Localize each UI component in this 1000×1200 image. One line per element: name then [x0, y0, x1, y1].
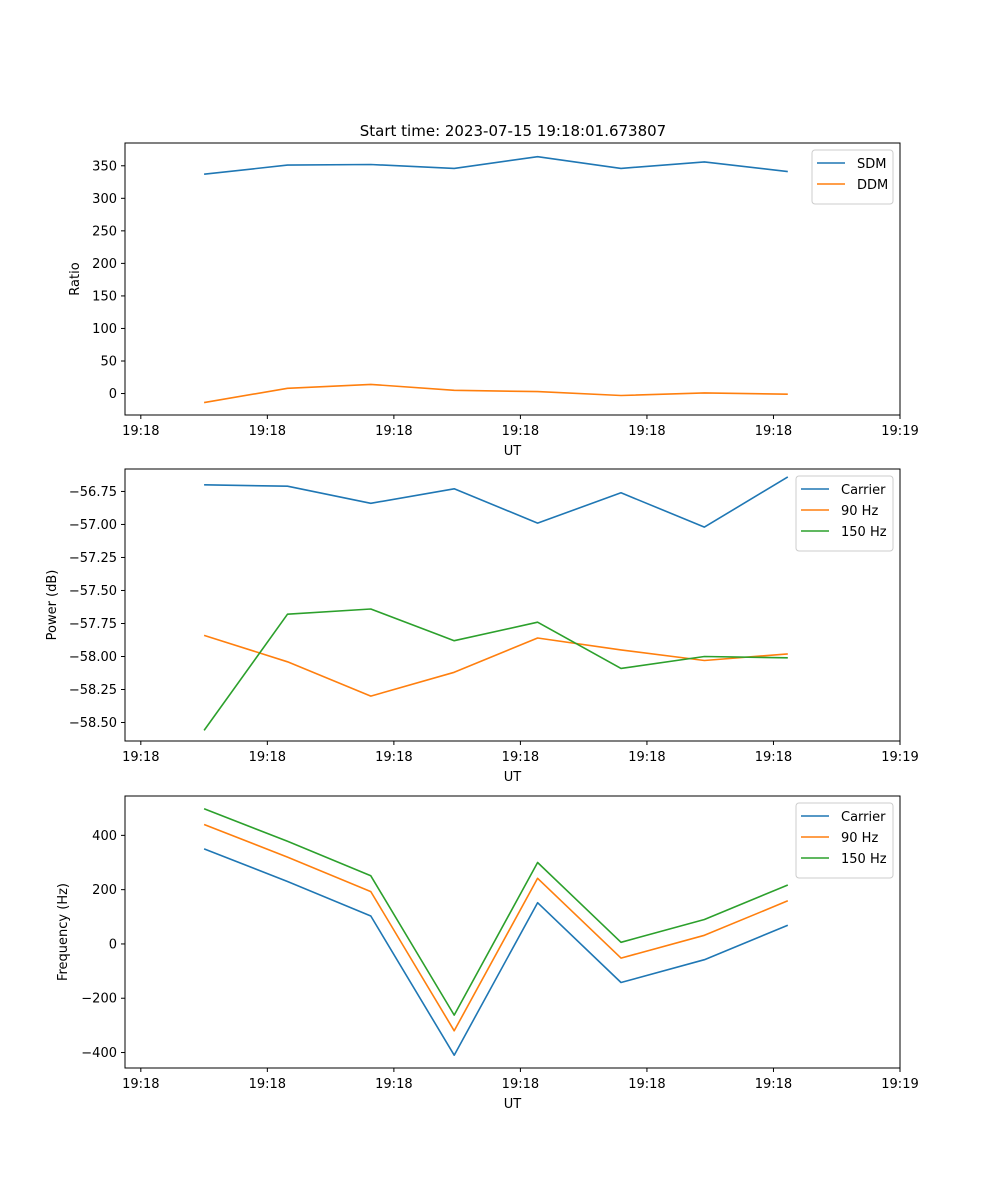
x-tick-label: 19:18 [375, 1077, 412, 1092]
legend-entry: 150 Hz [841, 852, 887, 867]
y-tick-label: 400 [92, 829, 117, 844]
axes-frame [124, 468, 901, 742]
y-axis-label: Frequency (Hz) [56, 883, 71, 981]
y-tick-label: −58.25 [69, 683, 117, 698]
x-tick-label: 19:18 [502, 750, 539, 765]
y-axis-label: Power (dB) [45, 570, 60, 641]
chart-panels: 19:18 19:18 19:18 19:18 19:18 19:18 19:19 0 50 10… [45, 142, 919, 1112]
y-tick-label: 0 [109, 387, 117, 402]
y-tick-label: −400 [81, 1046, 117, 1061]
x-tick-label: 19:18 [628, 1077, 665, 1092]
x-tick-label: 19:18 [122, 750, 159, 765]
series-line-sdm [204, 155, 788, 175]
y-tick-label: 50 [100, 354, 117, 369]
series-line-90-hz [203, 823, 789, 1032]
x-tick-label: 19:19 [881, 1077, 918, 1092]
axes-frame [124, 795, 901, 1069]
x-axis-label: UT [504, 1097, 522, 1112]
legend-box [795, 802, 894, 879]
legend: Carrier 90 Hz 150 Hz [795, 802, 894, 879]
x-tick-label: 19:18 [375, 424, 412, 439]
x-tick-label: 19:18 [755, 424, 792, 439]
y-tick-label: 250 [92, 224, 117, 239]
series-line-carrier [203, 848, 789, 1056]
x-axis-label: UT [504, 444, 522, 459]
x-tick-label: 19:18 [122, 1077, 159, 1092]
legend-box [795, 475, 894, 552]
x-tick-label: 19:18 [502, 1077, 539, 1092]
y-tick-label: 200 [92, 883, 117, 898]
x-tick-label: 19:18 [755, 1077, 792, 1092]
legend: Carrier 90 Hz 150 Hz [795, 475, 894, 552]
x-tick-label: 19:18 [628, 750, 665, 765]
y-tick-label: −58.00 [69, 650, 117, 665]
legend-entry: 150 Hz [841, 525, 887, 540]
y-tick-label: 0 [109, 937, 117, 952]
series-line-150-hz [203, 808, 789, 1016]
y-tick-label: 300 [92, 192, 117, 207]
y-tick-label: −58.50 [69, 716, 117, 731]
legend-entry: Carrier [841, 810, 886, 825]
subplot-1: 19:18 19:18 19:18 19:18 19:18 19:18 19:19 0 50 10… [68, 142, 919, 459]
x-tick-label: 19:18 [122, 424, 159, 439]
x-tick-label: 19:18 [755, 750, 792, 765]
x-tick-label: 19:18 [249, 750, 286, 765]
y-tick-label: −200 [81, 992, 117, 1007]
x-tick-label: 19:18 [249, 1077, 286, 1092]
x-tick-label: 19:19 [881, 750, 918, 765]
x-tick-label: 19:18 [375, 750, 412, 765]
series-line-150-hz [203, 608, 788, 731]
subplot-2: 19:18 19:18 19:18 19:18 19:18 19:18 19:19 −58.5… [45, 468, 919, 785]
axes-frame [124, 142, 901, 416]
x-tick-label: 19:18 [502, 424, 539, 439]
y-tick-label: −57.25 [69, 551, 117, 566]
legend-entry: DDM [857, 178, 888, 193]
x-tick-label: 19:18 [628, 424, 665, 439]
legend-entry: Carrier [841, 483, 886, 498]
y-tick-label: −57.50 [69, 584, 117, 599]
x-tick-label: 19:19 [881, 424, 918, 439]
y-tick-label: 150 [92, 289, 117, 304]
x-tick-label: 19:18 [249, 424, 286, 439]
legend: SDM DDM [811, 149, 894, 205]
x-axis-label: UT [504, 770, 522, 785]
series-line-90-hz [203, 634, 788, 697]
series-line-ddm [203, 383, 788, 404]
legend-entry: 90 Hz [841, 504, 878, 519]
y-tick-label: −57.00 [69, 518, 117, 533]
legend-entry: 90 Hz [841, 831, 878, 846]
subplot-3: 19:18 19:18 19:18 19:18 19:18 19:18 19:19 −400 −… [56, 795, 919, 1112]
y-tick-label: −57.75 [69, 617, 117, 632]
y-axis-label: Ratio [68, 262, 83, 295]
y-tick-label: 200 [92, 257, 117, 272]
y-tick-label: 100 [92, 322, 117, 337]
chart-title: Start time: 2023-07-15 19:18:01.673807 [360, 122, 666, 140]
y-tick-label: 350 [92, 159, 117, 174]
y-tick-label: −56.75 [69, 485, 117, 500]
legend-entry: SDM [857, 157, 886, 172]
series-line-carrier [204, 476, 789, 528]
